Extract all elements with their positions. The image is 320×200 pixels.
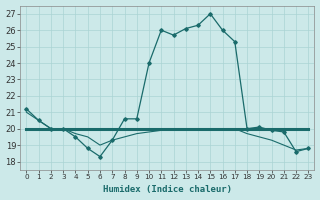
X-axis label: Humidex (Indice chaleur): Humidex (Indice chaleur): [103, 185, 232, 194]
